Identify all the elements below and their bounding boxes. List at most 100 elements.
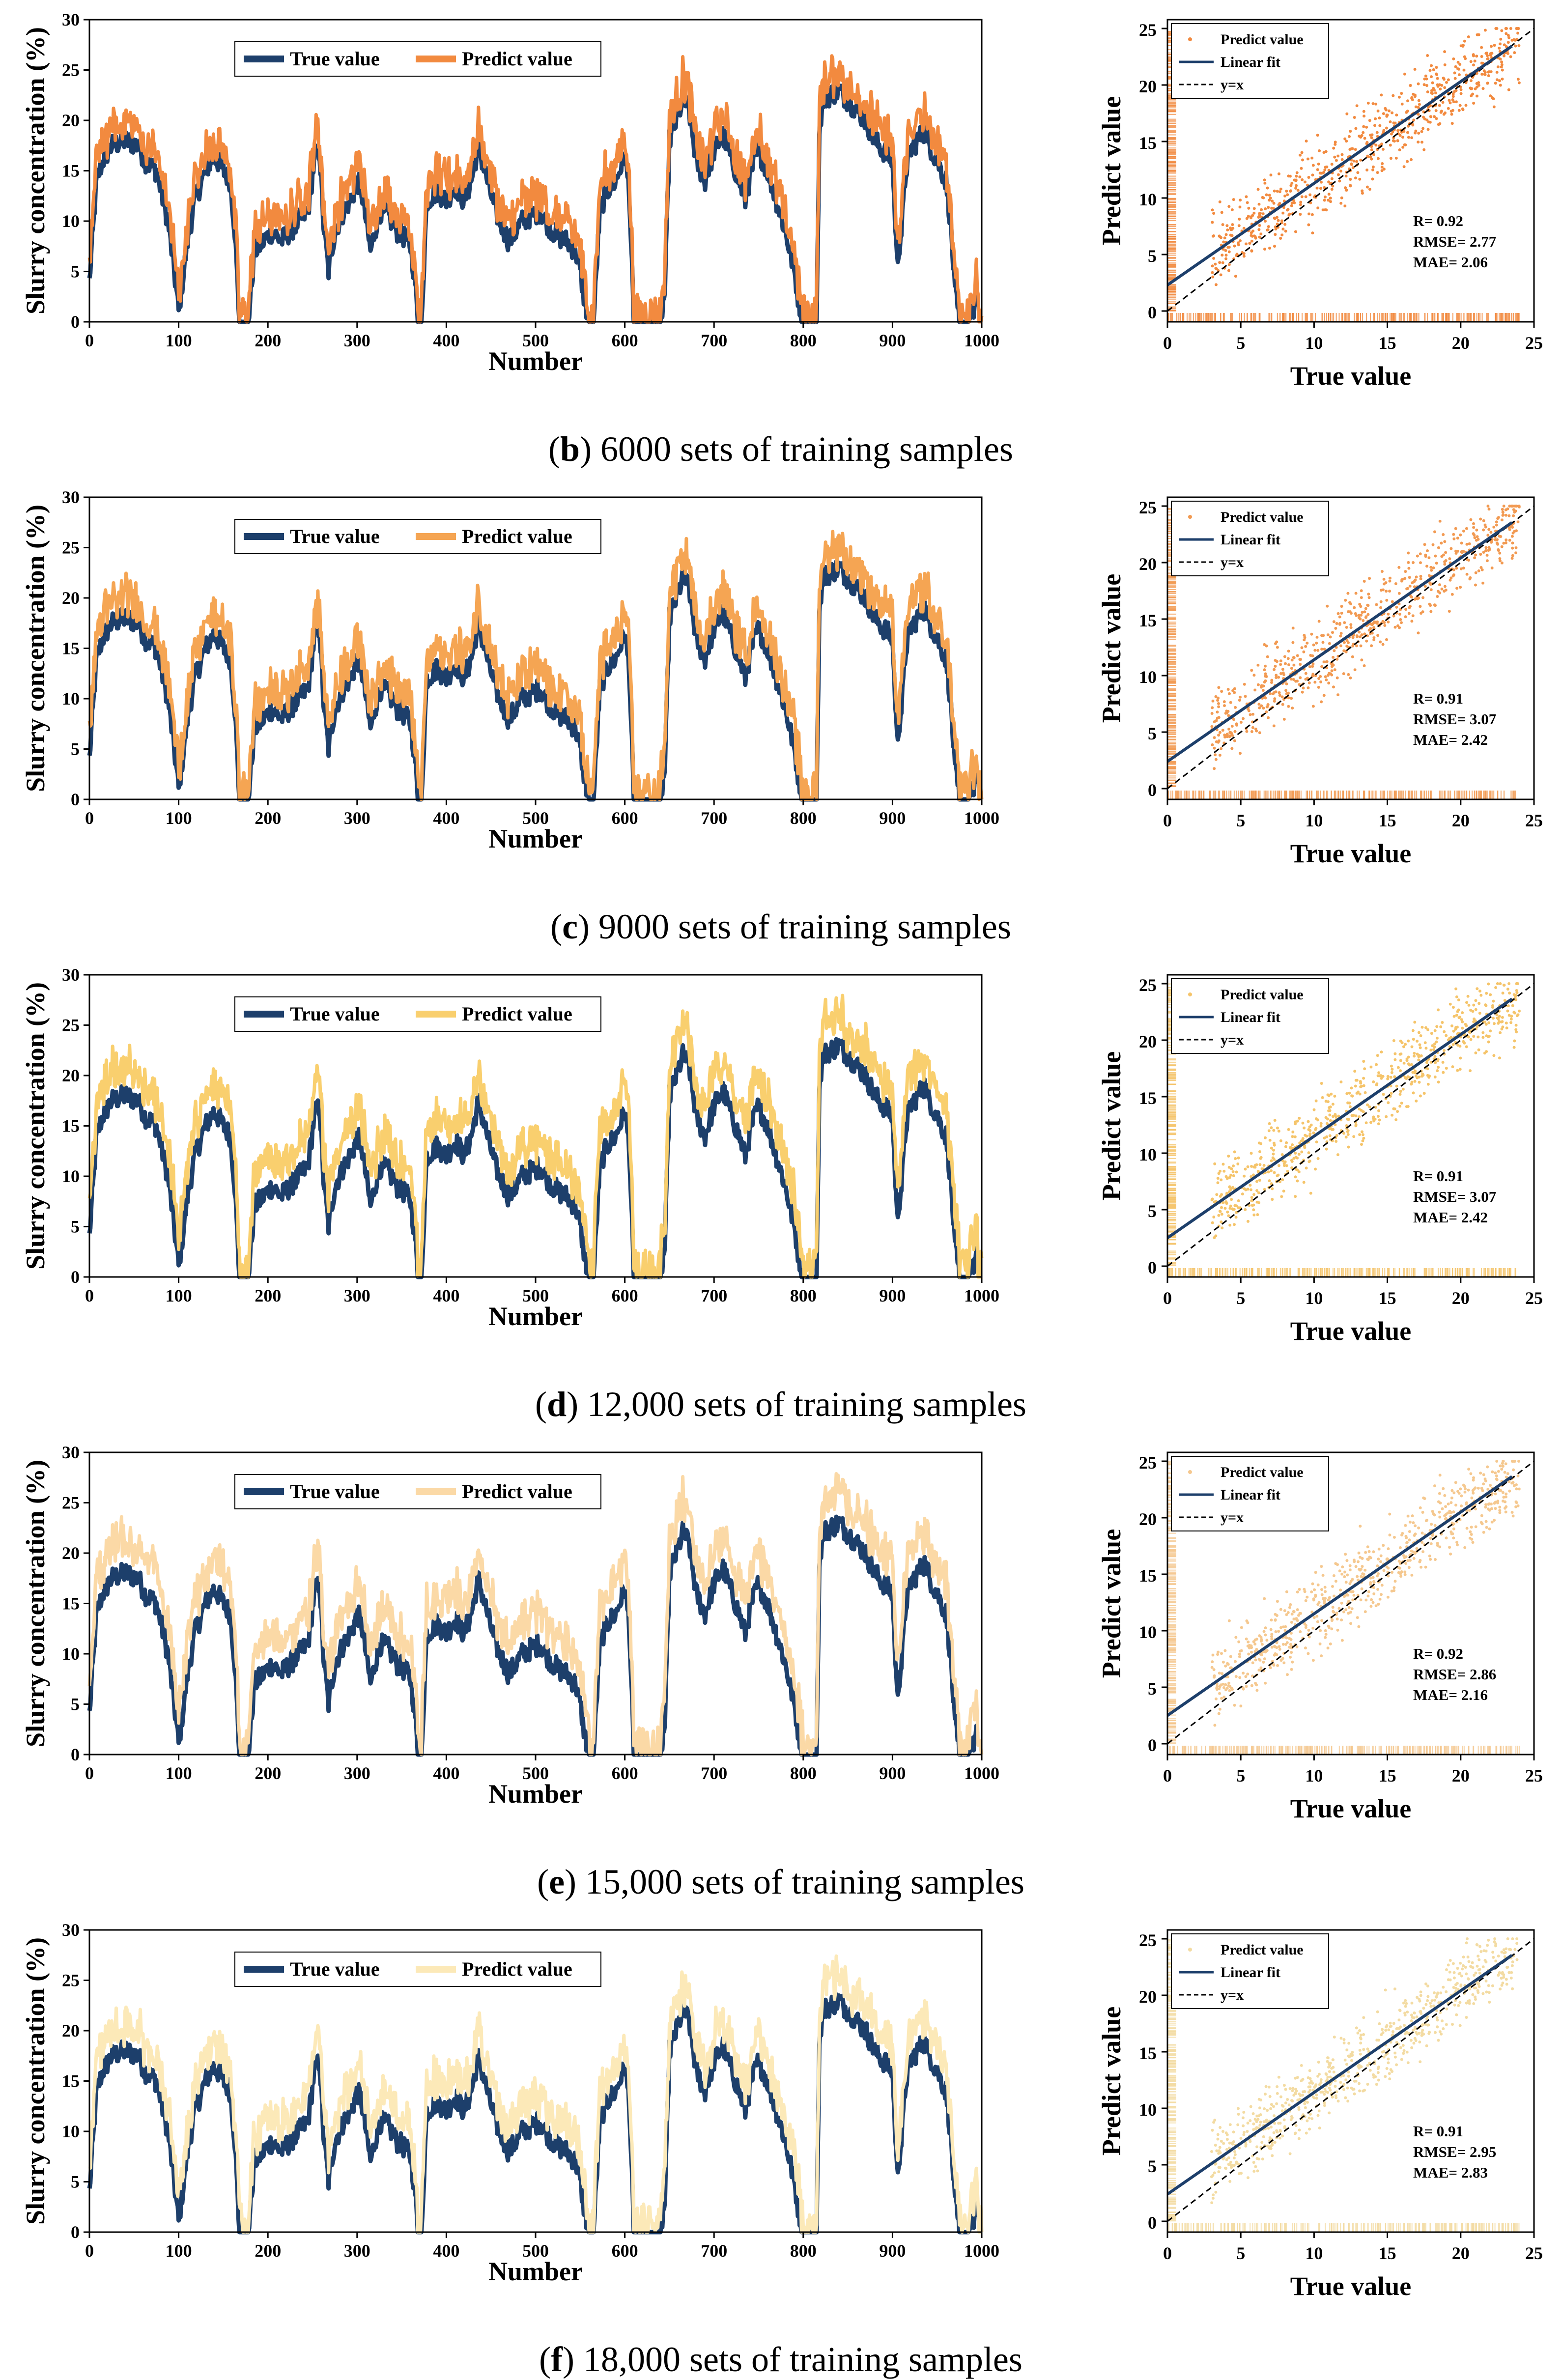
scatter-point bbox=[1432, 86, 1435, 90]
scatter-point bbox=[1339, 632, 1343, 635]
scatter-point bbox=[1252, 1208, 1255, 1212]
scatter-point bbox=[1387, 612, 1390, 616]
scatter-point bbox=[1232, 1164, 1235, 1167]
scatter-point bbox=[1281, 703, 1284, 706]
scatter-point bbox=[1237, 224, 1241, 227]
scatter-point bbox=[1212, 1668, 1216, 1672]
scatter-point bbox=[1389, 1076, 1392, 1079]
scatter-point bbox=[1407, 1039, 1410, 1043]
scatter-point bbox=[1253, 1650, 1257, 1653]
scatter-point bbox=[1334, 626, 1337, 630]
scatter-point bbox=[1480, 1514, 1483, 1517]
y-tick-label: 15 bbox=[62, 639, 80, 658]
scatter-point bbox=[1221, 261, 1224, 264]
x-tick-label: 800 bbox=[790, 808, 817, 828]
scatter-point bbox=[1487, 74, 1490, 77]
scatter-point bbox=[1448, 610, 1451, 613]
scatter-point bbox=[1363, 1610, 1367, 1614]
scatter-point bbox=[1291, 626, 1295, 630]
x-tick-label: 900 bbox=[879, 808, 906, 828]
scatter-point bbox=[1294, 680, 1298, 683]
scatter-point bbox=[1499, 1031, 1502, 1034]
scatter-point bbox=[1251, 712, 1255, 716]
scatter-point bbox=[1399, 1575, 1403, 1578]
scatter-point bbox=[1411, 581, 1414, 584]
scatter-legend-dot bbox=[1188, 992, 1192, 996]
line-legend: True value Predict value bbox=[234, 1474, 601, 1509]
scatter-point bbox=[1229, 1173, 1233, 1177]
scatter-point bbox=[1360, 633, 1363, 636]
scatter-point bbox=[1469, 1038, 1473, 1041]
scatter-point bbox=[1211, 208, 1214, 212]
scatter-point bbox=[1499, 42, 1502, 46]
scatter-point bbox=[1451, 574, 1455, 578]
scatter-point bbox=[1437, 1080, 1440, 1084]
scatter-point bbox=[1449, 1552, 1452, 1556]
scatter-point bbox=[1283, 194, 1287, 198]
scatter-point bbox=[1407, 1055, 1410, 1059]
scatter-point bbox=[1239, 695, 1242, 699]
scatter-point bbox=[1506, 1009, 1509, 1013]
scatter-point bbox=[1504, 1506, 1506, 1510]
scatter-point bbox=[1461, 1011, 1464, 1015]
scatter-point bbox=[1342, 1132, 1345, 1135]
scatter-point bbox=[1282, 673, 1285, 676]
scatter-point bbox=[1513, 1011, 1517, 1015]
x-tick-label: 500 bbox=[522, 1763, 549, 1783]
scatter-point bbox=[1501, 1025, 1505, 1029]
scatter-point bbox=[1490, 540, 1493, 544]
scatter-point bbox=[1340, 153, 1344, 156]
scatter-point bbox=[1291, 707, 1294, 710]
scatter-point bbox=[1375, 603, 1378, 606]
scatter-point bbox=[1269, 692, 1272, 695]
scatter-point bbox=[1426, 54, 1429, 57]
scatter-point bbox=[1458, 1068, 1462, 1071]
scatter-point bbox=[1320, 700, 1323, 704]
panel-caption: (d) 12,000 sets of training samples bbox=[535, 1385, 1026, 1424]
scatter-point bbox=[1335, 1134, 1338, 1137]
scatter-point bbox=[1354, 1124, 1358, 1128]
scatter-point bbox=[1265, 644, 1268, 648]
scatter-point bbox=[1483, 1020, 1487, 1024]
scatter-point bbox=[1331, 1103, 1335, 1106]
scatter-point bbox=[1303, 636, 1306, 639]
scatter-point bbox=[1264, 672, 1267, 676]
scatter-point bbox=[1448, 101, 1452, 105]
line-legend: True value Predict value bbox=[234, 996, 601, 1032]
x-tick-label: 700 bbox=[701, 1763, 727, 1783]
scatter-point bbox=[1284, 689, 1288, 692]
scatter-point bbox=[1486, 505, 1490, 508]
scatter-point bbox=[1239, 1704, 1243, 1708]
scatter-point bbox=[1454, 65, 1457, 68]
scatter-point bbox=[1362, 1060, 1365, 1063]
scatter-point bbox=[1217, 1172, 1221, 1175]
scatter-point bbox=[1477, 1048, 1480, 1051]
x-tick-label: 1000 bbox=[964, 1286, 999, 1305]
scatter-point bbox=[1463, 1546, 1467, 1549]
scatter-point bbox=[1245, 730, 1249, 733]
sy-tick-label: 15 bbox=[1139, 133, 1157, 153]
x-tick-label: 100 bbox=[166, 1763, 192, 1783]
scatter-point bbox=[1459, 88, 1463, 91]
scatter-point bbox=[1312, 643, 1315, 647]
scatter-point bbox=[1246, 1188, 1250, 1191]
scatter-point bbox=[1503, 54, 1505, 57]
scatter-point bbox=[1335, 646, 1338, 649]
sx-tick-label: 5 bbox=[1236, 1288, 1245, 1308]
scatter-point bbox=[1359, 1556, 1362, 1559]
scatter-point bbox=[1516, 520, 1520, 524]
scatter-point bbox=[1272, 724, 1276, 728]
scatter-point bbox=[1263, 181, 1267, 185]
scatter-point bbox=[1340, 1572, 1344, 1576]
scatter-point bbox=[1326, 674, 1330, 677]
scatter-point bbox=[1304, 645, 1307, 648]
scatter-point bbox=[1404, 570, 1407, 573]
scatter-point bbox=[1303, 1144, 1306, 1148]
scatter-point bbox=[1345, 1092, 1349, 1095]
scatter-point bbox=[1410, 136, 1414, 140]
scatter-point bbox=[1239, 198, 1242, 202]
scatter-point bbox=[1332, 1610, 1335, 1613]
scatter-point bbox=[1294, 1175, 1297, 1179]
series-predict-value bbox=[87, 54, 984, 324]
